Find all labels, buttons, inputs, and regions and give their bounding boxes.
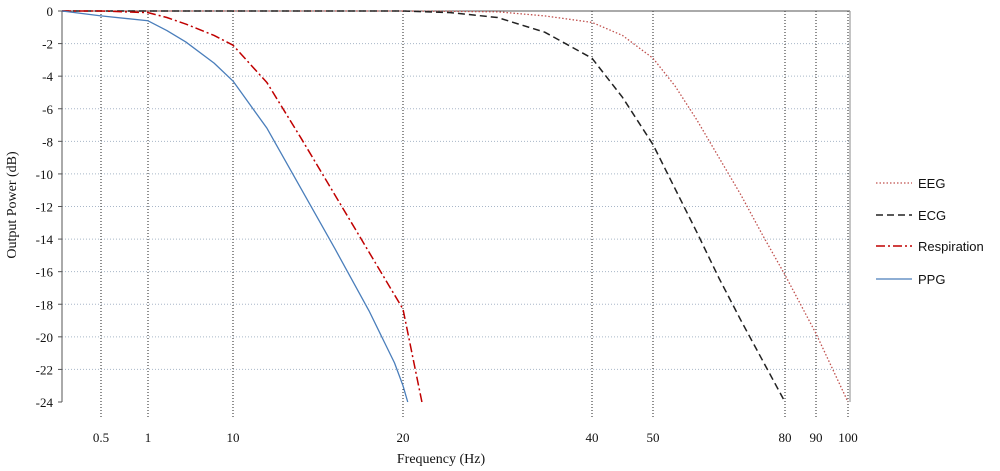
x-tick-label: 0.5: [93, 430, 109, 445]
x-tick-label: 1: [145, 430, 152, 445]
legend-label: EEG: [918, 176, 945, 191]
x-tick-label: 10: [227, 430, 240, 445]
y-tick-label: -2: [42, 37, 53, 52]
series-line-eeg: [62, 10, 849, 403]
y-tick-label: -18: [36, 297, 53, 312]
y-tick-labels: 0 -2 -4 -6 -8 -10 -12 -14 -16 -18 -20 -22 -24: [36, 4, 54, 410]
y-axis-title: Output Power (dB): [5, 151, 20, 259]
x-tick-label: 80: [779, 430, 792, 445]
horizontal-gridlines: [62, 43, 850, 370]
y-tick-label: -24: [36, 395, 54, 410]
x-tick-label: 90: [810, 430, 823, 445]
series-lines: [61, 10, 849, 403]
y-tick-label: -8: [42, 134, 53, 149]
x-axis-title: Frequency (Hz): [397, 452, 486, 467]
legend-label: Respiration: [918, 239, 984, 254]
series-line-respiration: [62, 10, 423, 403]
x-tick-label: 100: [838, 430, 858, 445]
y-tick-label: -16: [36, 265, 54, 280]
series-line-ecg: [62, 10, 786, 403]
y-tick-label: -12: [36, 200, 53, 215]
y-tick-label: 0: [47, 4, 54, 19]
legend-label: ECG: [918, 208, 946, 223]
y-tick-label: -22: [36, 362, 53, 377]
x-tick-label: 20: [397, 430, 410, 445]
x-tick-labels: 0.5 1 10 20 40 50 80 90 100: [93, 430, 858, 445]
x-tick-label: 40: [586, 430, 599, 445]
y-tick-label: -10: [36, 167, 53, 182]
x-tick-label: 50: [647, 430, 660, 445]
legend: EEG ECG Respiration PPG: [876, 176, 984, 287]
y-tick-label: -6: [42, 102, 53, 117]
legend-label: PPG: [918, 272, 945, 287]
y-tick-label: -20: [36, 330, 53, 345]
vertical-gridlines: [100, 11, 849, 418]
y-tick-label: -4: [42, 69, 53, 84]
y-tick-label: -14: [36, 232, 54, 247]
series-line-ppg: [61, 10, 409, 403]
axes: [58, 10, 851, 403]
